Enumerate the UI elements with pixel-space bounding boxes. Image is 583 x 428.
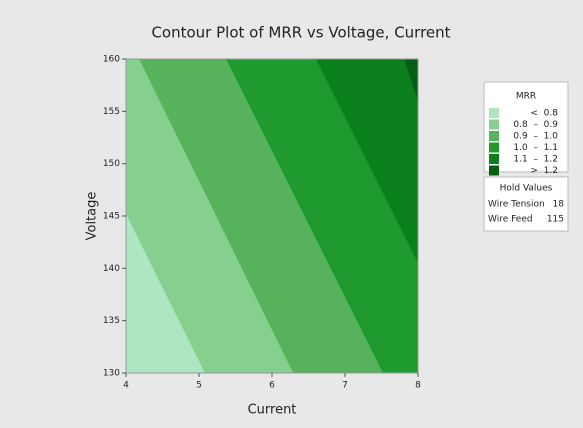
y-tick-label: 155 xyxy=(103,107,120,117)
y-axis-label: Voltage xyxy=(85,192,100,241)
x-tick-label: 8 xyxy=(415,381,421,391)
legend-swatch xyxy=(489,119,499,130)
legend-label: 0.8 – 0.9 xyxy=(513,120,558,130)
legend-title: MRR xyxy=(516,92,536,102)
y-tick-label: 135 xyxy=(103,316,120,326)
hold-box xyxy=(483,176,569,232)
x-tick-label: 7 xyxy=(342,381,348,391)
y-tick-label: 150 xyxy=(103,159,120,169)
y-tick-label: 145 xyxy=(103,212,120,222)
chart-title: Contour Plot of MRR vs Voltage, Current xyxy=(151,24,450,42)
x-tick-label: 6 xyxy=(269,381,275,391)
hold-title: Hold Values xyxy=(500,184,553,194)
y-tick-label: 140 xyxy=(103,264,120,274)
hold-value: 18 xyxy=(553,200,565,210)
legend-swatch xyxy=(489,131,499,141)
contour-region xyxy=(404,59,418,101)
y-tick-label: 130 xyxy=(103,369,120,379)
legend-swatch xyxy=(489,154,499,164)
x-tick-label: 5 xyxy=(196,381,202,391)
contour-region xyxy=(315,59,418,264)
hold-name: Wire Feed xyxy=(488,215,533,225)
legend-label: > 1.2 xyxy=(530,166,558,176)
legend-swatch xyxy=(489,142,499,153)
legend-swatch xyxy=(489,108,499,118)
legend-label: 1.1 – 1.2 xyxy=(513,155,558,165)
hold-name: Wire Tension xyxy=(488,200,545,210)
hold-value: 115 xyxy=(547,215,564,225)
legend-label: < 0.8 xyxy=(530,109,558,119)
legend-label: 1.0 – 1.1 xyxy=(513,143,558,153)
y-tick-label: 160 xyxy=(103,55,120,65)
x-tick-label: 4 xyxy=(123,381,129,391)
x-axis-label: Current xyxy=(248,403,297,418)
legend-swatch xyxy=(489,165,499,176)
legend-label: 0.9 – 1.0 xyxy=(513,132,558,142)
